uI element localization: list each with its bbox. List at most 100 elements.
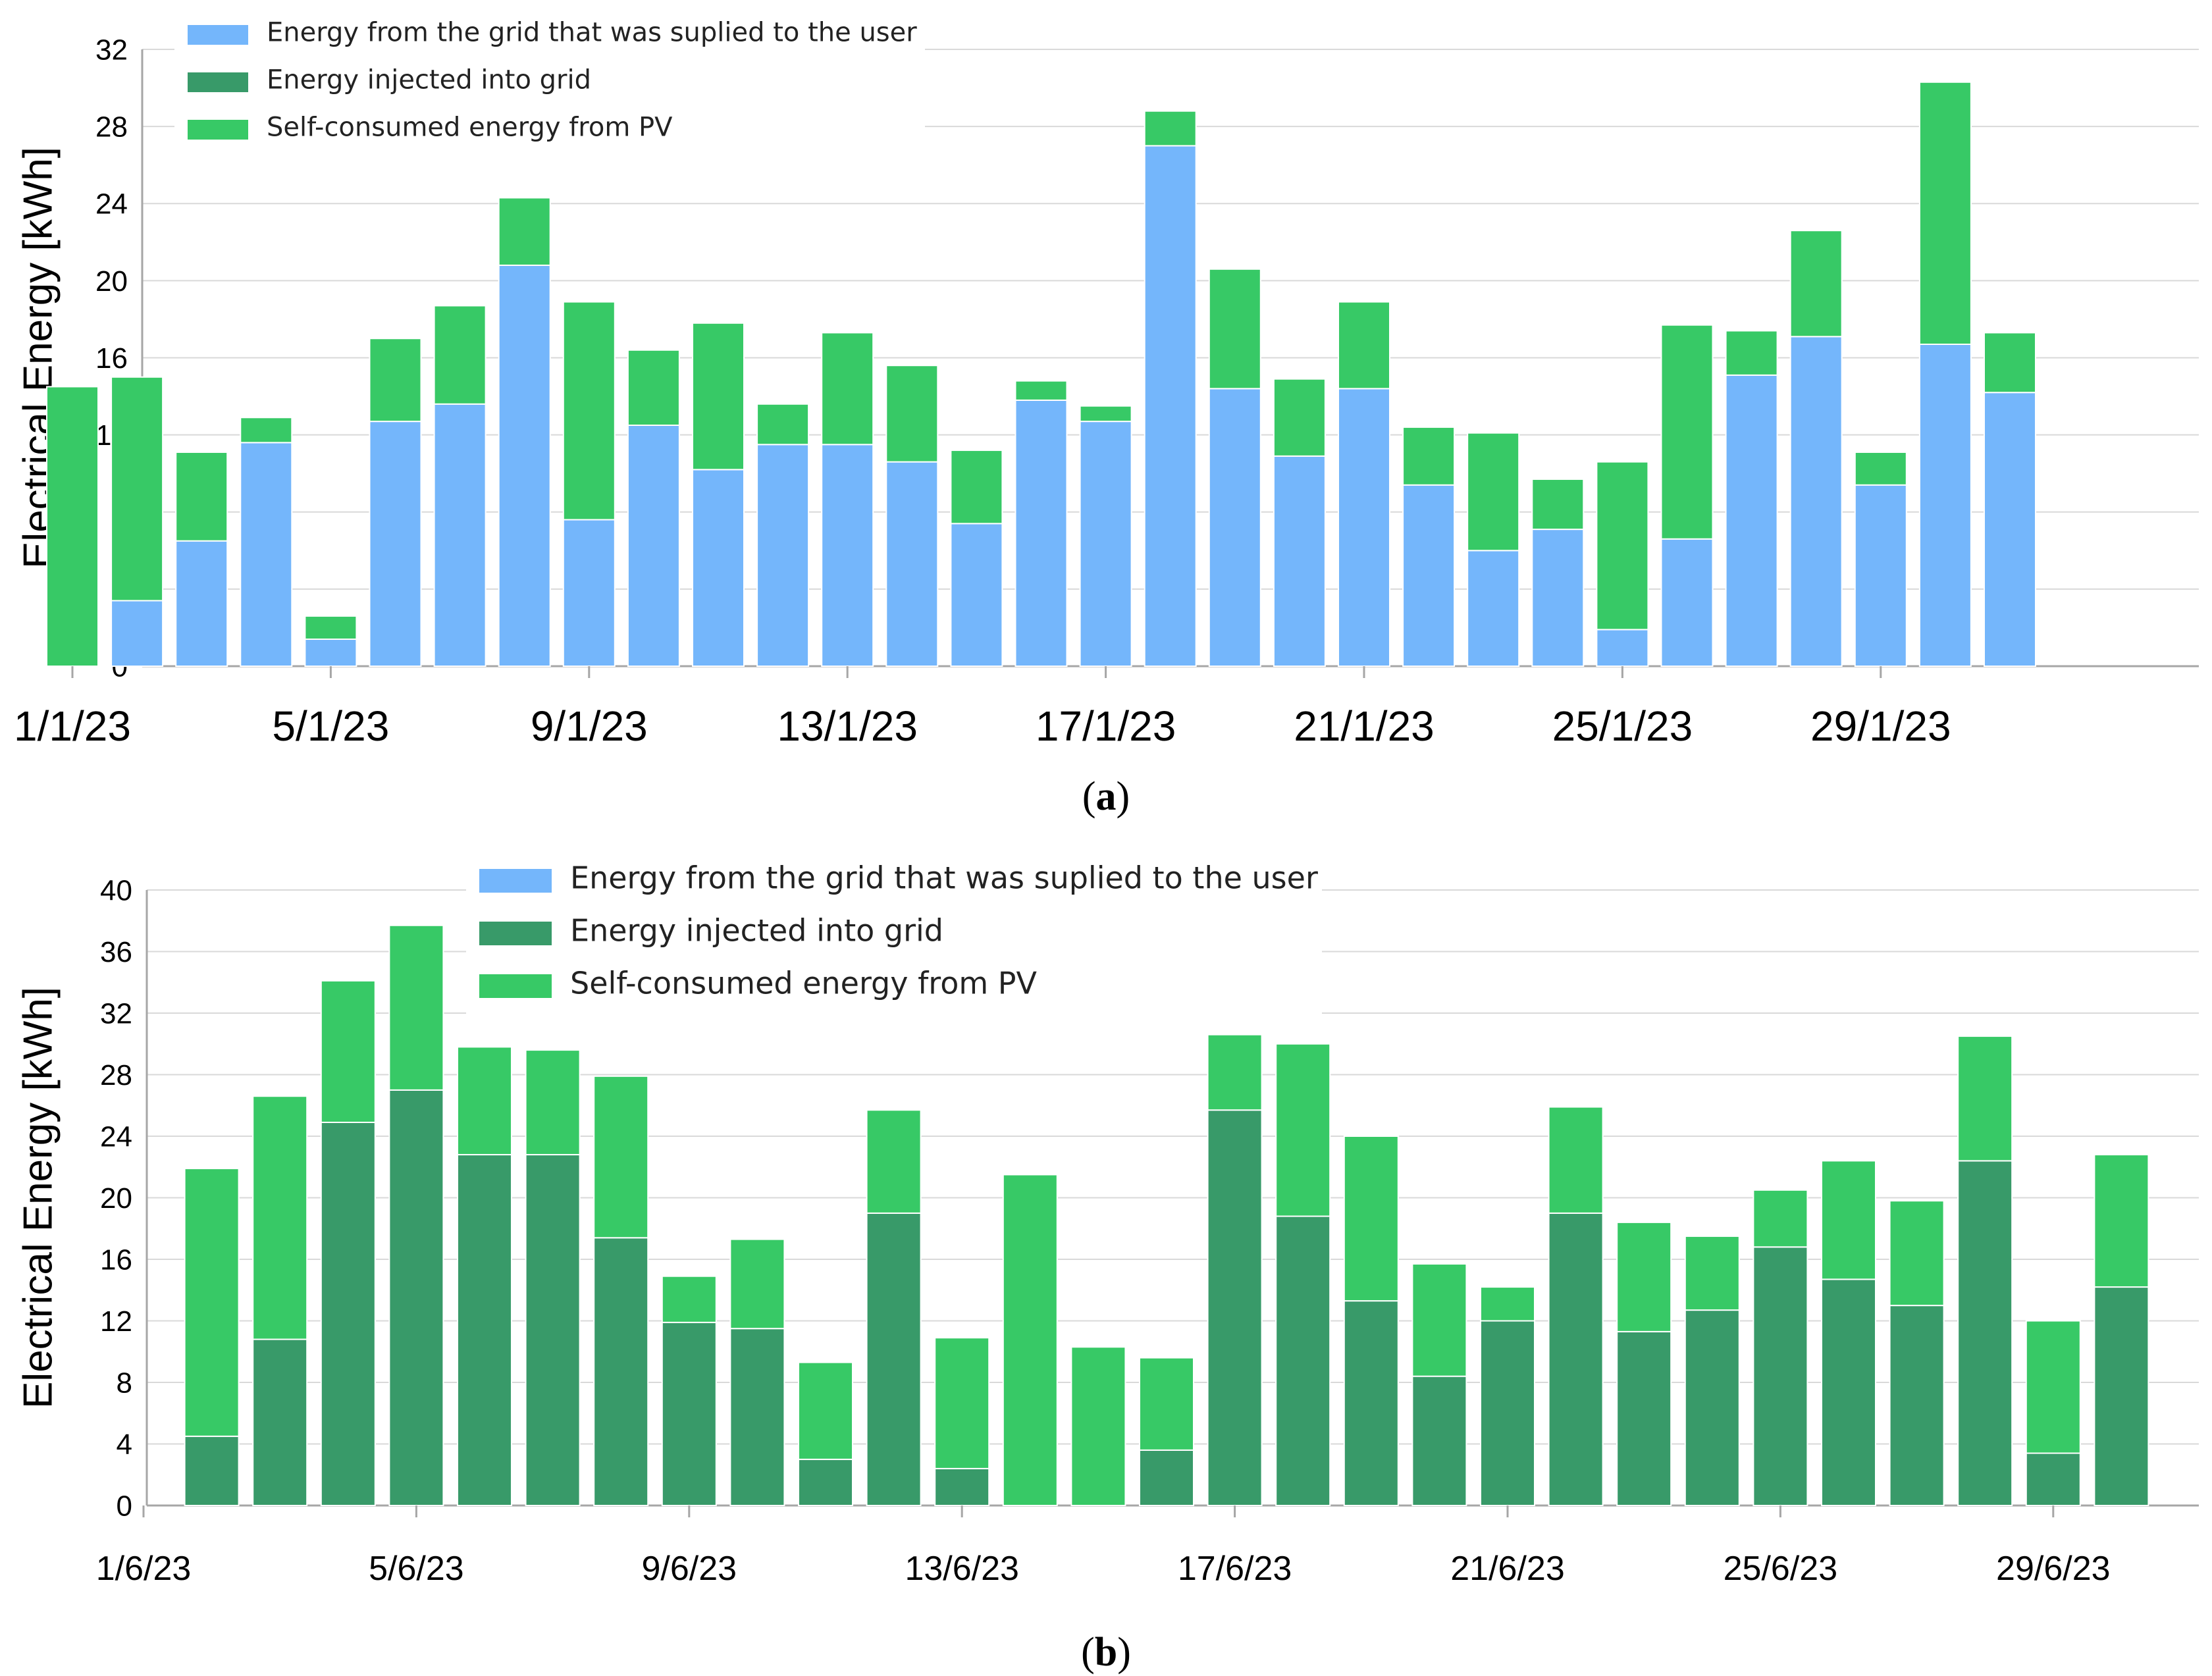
bar-injected	[1957, 1160, 2013, 1506]
y-tick-label: 24	[95, 188, 128, 221]
bar-self_consumed	[1411, 1263, 1467, 1377]
bar-self_consumed	[1660, 324, 1714, 540]
y-tick-label: 36	[100, 936, 132, 968]
bar-injected	[1275, 1215, 1331, 1506]
y-tick-label: 4	[117, 1428, 132, 1461]
bar-injected	[1684, 1309, 1740, 1506]
bar-self_consumed	[1821, 1160, 1876, 1280]
bar-injected	[593, 1237, 649, 1507]
caption-b: (b)	[1081, 1630, 1131, 1675]
bar-self_consumed	[1725, 330, 1778, 376]
legend-swatch	[479, 869, 552, 893]
bar-self_consumed	[934, 1337, 990, 1469]
legend-background	[174, 11, 925, 159]
legend-label: Energy injected into grid	[267, 65, 591, 95]
bar-grid_supply	[1725, 374, 1778, 668]
bar-injected	[1139, 1449, 1194, 1506]
bar-injected	[2025, 1452, 2081, 1507]
bar-self_consumed	[175, 451, 228, 542]
x-tick-label: 9/1/23	[531, 702, 648, 750]
bar-self_consumed	[798, 1361, 853, 1460]
bar-grid_supply	[1402, 484, 1456, 667]
bar-grid_supply	[562, 519, 616, 668]
x-tick-label: 9/6/23	[642, 1550, 737, 1588]
bar-grid_supply	[1144, 145, 1197, 667]
legend-background	[466, 854, 1322, 1019]
x-tick-label: 17/6/23	[1178, 1550, 1292, 1588]
x-tick-label: 21/6/23	[1450, 1550, 1565, 1588]
bar-self_consumed	[46, 386, 99, 667]
legend-swatch	[188, 72, 248, 92]
bar-self_consumed	[1343, 1136, 1399, 1302]
bar-grid_supply	[1789, 336, 1843, 667]
x-tick-label: 25/1/23	[1552, 702, 1693, 750]
y-tick-label: 28	[95, 111, 128, 144]
legend-label: Energy from the grid that was suplied to…	[267, 18, 917, 48]
y-tick-label: 20	[100, 1182, 132, 1215]
bar-self_consumed	[692, 322, 745, 471]
bar-self_consumed	[661, 1275, 717, 1323]
bar-injected	[184, 1435, 240, 1506]
bar-injected	[457, 1154, 512, 1506]
bar-injected	[1411, 1375, 1467, 1507]
bar-injected	[661, 1321, 717, 1507]
caption-a-letter: a	[1095, 774, 1117, 819]
bar-self_consumed	[1596, 461, 1649, 631]
bar-self_consumed	[111, 376, 164, 602]
bar-grid_supply	[627, 424, 680, 667]
y-tick-label: 28	[100, 1059, 132, 1091]
bar-self_consumed	[1854, 451, 1907, 486]
bar-grid_supply	[1273, 455, 1326, 667]
legend-label: Energy from the grid that was suplied to…	[570, 860, 1318, 896]
legend-swatch	[479, 974, 552, 998]
y-axis-label: Electrical Energy [kWh]	[15, 987, 61, 1409]
bar-grid_supply	[692, 469, 745, 667]
bar-grid_supply	[175, 540, 228, 667]
bar-injected	[320, 1121, 376, 1506]
x-tick-label: 13/1/23	[777, 702, 918, 750]
legend: Energy from the grid that was suplied to…	[466, 854, 1322, 1019]
bar-injected	[866, 1212, 922, 1506]
y-tick-label: 0	[117, 1490, 132, 1522]
bar-self_consumed	[593, 1075, 649, 1239]
bar-injected	[1889, 1305, 1945, 1506]
bar-self_consumed	[1208, 268, 1261, 390]
legend-swatch	[188, 25, 248, 45]
bar-self_consumed	[433, 305, 487, 405]
bar-self_consumed	[1139, 1357, 1194, 1451]
x-tick-label: 1/1/23	[14, 702, 131, 750]
bar-self_consumed	[1789, 230, 1843, 338]
x-tick-label: 29/6/23	[1996, 1550, 2111, 1588]
bar-injected	[1480, 1320, 1535, 1506]
bar-injected	[1343, 1300, 1399, 1506]
bar-injected	[729, 1328, 785, 1506]
legend-swatch	[479, 922, 552, 945]
bar-grid_supply	[756, 444, 810, 667]
chart-panel-a: 048121620242832Electrical Energy [kWh]1/…	[0, 0, 2212, 836]
bar-grid_supply	[1014, 399, 1068, 667]
bar-self_consumed	[1079, 405, 1132, 423]
bar-grid_supply	[1596, 629, 1649, 667]
bar-self_consumed	[304, 615, 357, 641]
y-tick-label: 32	[95, 34, 128, 66]
bar-self_consumed	[525, 1049, 581, 1156]
bar-self_consumed	[821, 332, 874, 446]
y-tick-label: 24	[100, 1120, 132, 1153]
bar-self_consumed	[562, 301, 616, 521]
y-tick-label: 16	[95, 342, 128, 375]
bar-grid_supply	[111, 600, 164, 667]
bar-grid_supply	[1854, 484, 1907, 667]
bar-self_consumed	[1548, 1106, 1604, 1214]
bar-self_consumed	[866, 1109, 922, 1214]
bar-injected	[525, 1154, 581, 1506]
bar-grid_supply	[1338, 388, 1390, 667]
bar-self_consumed	[1275, 1043, 1331, 1217]
bar-self_consumed	[1531, 478, 1585, 531]
bars	[46, 81, 2036, 668]
x-tick-label: 17/1/23	[1036, 702, 1176, 750]
y-tick-label: 16	[100, 1244, 132, 1276]
bar-self_consumed	[729, 1238, 785, 1330]
bar-self_consumed	[240, 417, 293, 444]
chart-panel-b: 0 4 8 12 16 20 24 28 32 36 40 Electrical Energy [kW…	[0, 836, 2212, 1675]
bar-grid_supply	[1984, 392, 2036, 667]
